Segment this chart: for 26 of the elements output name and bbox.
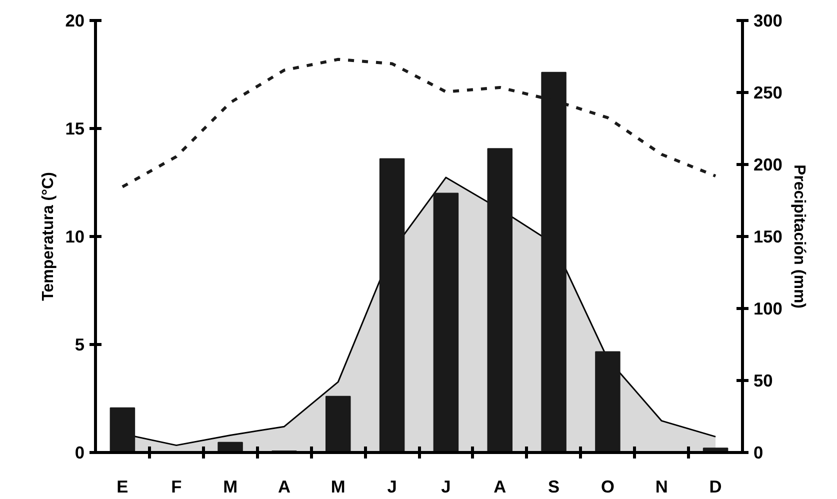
y2-tick-label: 100 — [754, 298, 782, 318]
y-tick-label: 0 — [74, 442, 85, 462]
x-tick-label: A — [278, 476, 291, 496]
y-tick-label: 10 — [65, 226, 85, 246]
y-tick-label: 5 — [74, 334, 85, 354]
x-tick-label: N — [655, 476, 668, 496]
x-tick-label: M — [330, 476, 346, 496]
y2-tick-label: 0 — [754, 442, 764, 462]
x-tick-label: J — [387, 476, 397, 496]
y2-tick-label: 250 — [754, 82, 782, 102]
y2-tick-label: 150 — [754, 226, 782, 246]
y2-tick-label: 50 — [754, 370, 773, 390]
y2-axis-title: Precipitación (mm) — [790, 164, 808, 309]
x-tick-label: O — [600, 476, 614, 496]
y2-tick-label: 200 — [754, 154, 782, 174]
x-tick-label: S — [548, 476, 560, 496]
y-tick-label: 15 — [65, 118, 85, 138]
x-tick-label: J — [441, 476, 451, 496]
x-tick-label: E — [116, 476, 128, 496]
x-tick-label: D — [709, 476, 722, 496]
y2-tick-label: 300 — [754, 10, 782, 30]
x-tick-label: M — [223, 476, 238, 496]
y-axis-title: Temperatura (°C) — [40, 172, 58, 301]
y-tick-label: 20 — [65, 10, 85, 30]
x-tick-label: F — [171, 476, 182, 496]
x-tick-label: A — [494, 476, 507, 496]
